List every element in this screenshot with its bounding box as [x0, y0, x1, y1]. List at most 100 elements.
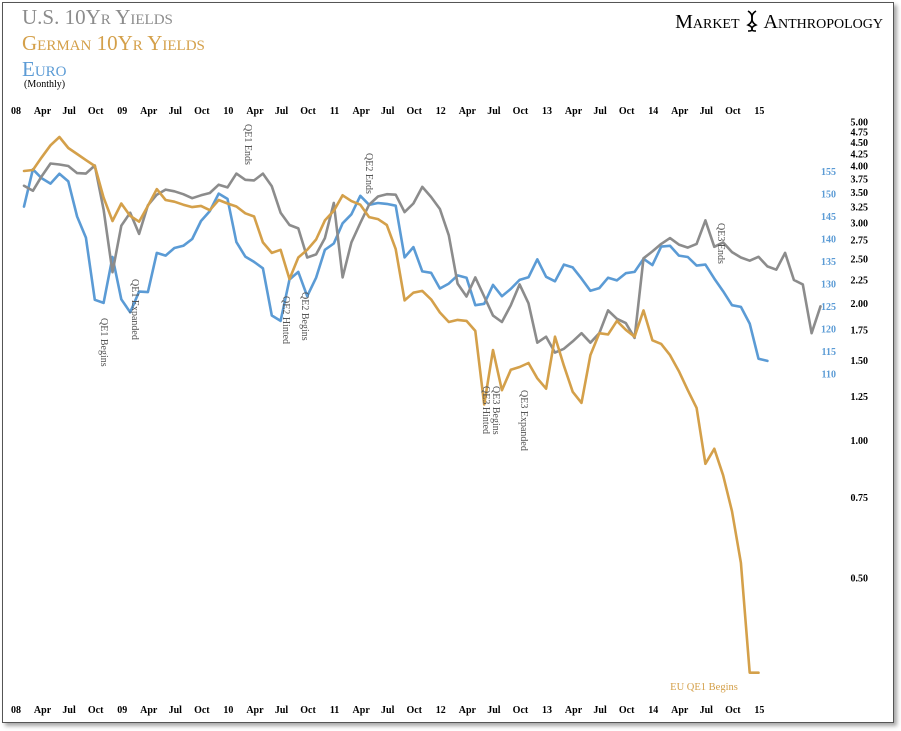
x-tick-label-top: 11: [330, 106, 339, 117]
y-tick-label-yield: 1.75: [851, 325, 869, 336]
annotation-label: QE2 Ends: [363, 153, 374, 194]
annotation-label: QE3 Expanded: [518, 390, 529, 451]
annotation-label: QE3 Begins: [490, 386, 501, 435]
x-tick-label-bottom: Oct: [619, 705, 635, 716]
x-tick-label-top: Jul: [381, 106, 395, 117]
brand-right: Anthropology: [763, 11, 883, 33]
series-line-u-s-10yr-yields: [22, 162, 822, 354]
title-us-yields: U.S. 10Yr Yields: [22, 5, 173, 29]
x-tick-label-bottom: 15: [754, 705, 764, 716]
x-tick-label-bottom: Oct: [194, 705, 210, 716]
annotation-label: QE2 Hinted: [280, 296, 291, 344]
x-tick-label-top: Oct: [300, 106, 316, 117]
y-tick-label-euro: 115: [822, 347, 836, 358]
x-tick-label-top: Apr: [34, 106, 52, 117]
title-euro: Euro: [22, 57, 67, 81]
x-tick-label-top: 14: [648, 106, 658, 117]
x-tick-label-bottom: Apr: [34, 705, 52, 716]
x-tick-label-bottom: Apr: [140, 705, 158, 716]
y-tick-label-euro: 155: [821, 167, 836, 178]
x-tick-label-bottom: Oct: [513, 705, 529, 716]
x-tick-label-top: 10: [223, 106, 233, 117]
y-tick-label-euro: 145: [821, 212, 836, 223]
x-tick-label-top: Oct: [619, 106, 635, 117]
y-tick-label-yield: 1.50: [851, 356, 869, 367]
annotation-label: QE3 Ends: [715, 223, 726, 264]
x-tick-label-top: Apr: [459, 106, 477, 117]
y-tick-label-yield: 3.00: [851, 218, 869, 229]
y-tick-label-yield: 4.75: [851, 127, 869, 138]
x-tick-label-bottom: Apr: [459, 705, 477, 716]
y-tick-label-yield: 3.50: [851, 188, 869, 199]
y-tick-label-yield: 1.25: [851, 392, 869, 403]
x-tick-label-bottom: 14: [648, 705, 658, 716]
y-tick-label-yield: 4.50: [851, 138, 869, 149]
x-tick-label-top: Oct: [194, 106, 210, 117]
x-tick-label-top: Apr: [246, 106, 264, 117]
x-tick-label-top: 08: [11, 106, 21, 117]
title-german-yields: German 10Yr Yields: [22, 31, 205, 55]
x-tick-label-bottom: Oct: [725, 705, 741, 716]
x-tick-label-top: Apr: [565, 106, 583, 117]
brand-logo: Market Anthropology: [675, 10, 883, 34]
x-tick-label-top: Jul: [487, 106, 501, 117]
x-tick-label-bottom: Oct: [300, 705, 316, 716]
subtitle-monthly: (Monthly): [24, 79, 66, 90]
y-tick-label-yield: 2.75: [851, 236, 869, 247]
annotation-label: QE1 Expanded: [129, 279, 140, 340]
x-tick-label-top: Jul: [593, 106, 607, 117]
dna-icon: [745, 10, 758, 34]
annotation-label: QE1 Ends: [242, 124, 253, 165]
x-tick-label-bottom: Jul: [381, 705, 395, 716]
series-line-german-10yr-yields: [22, 135, 760, 675]
x-tick-label-bottom: Oct: [88, 705, 104, 716]
x-tick-label-top: Oct: [88, 106, 104, 117]
x-tick-label-top: 13: [542, 106, 552, 117]
x-tick-label-bottom: Apr: [246, 705, 264, 716]
y-tick-label-yield: 3.75: [851, 174, 869, 185]
x-tick-label-bottom: 11: [330, 705, 339, 716]
x-tick-label-top: Jul: [700, 106, 714, 117]
annotation-label-eu-qe1: EU QE1 Begins: [670, 682, 738, 693]
annotation-label: QE1 Begins: [98, 318, 109, 367]
x-tick-label-bottom: Apr: [353, 705, 371, 716]
y-tick-label-euro: 120: [821, 325, 836, 336]
x-tick-label-top: 09: [117, 106, 127, 117]
y-tick-label-yield: 1.00: [851, 436, 869, 447]
x-tick-label-bottom: 09: [117, 705, 127, 716]
x-tick-label-bottom: 12: [436, 705, 446, 716]
x-tick-label-bottom: Apr: [671, 705, 689, 716]
brand-left: Market: [675, 11, 740, 33]
x-tick-label-bottom: Jul: [275, 705, 289, 716]
x-tick-label-top: Oct: [725, 106, 741, 117]
x-tick-label-top: 15: [754, 106, 764, 117]
x-tick-label-bottom: Jul: [593, 705, 607, 716]
y-tick-label-yield: 5.00: [851, 117, 869, 128]
y-tick-label-euro: 125: [821, 302, 836, 313]
x-tick-label-bottom: Oct: [406, 705, 422, 716]
y-tick-label-yield: 2.25: [851, 275, 869, 286]
y-tick-label-euro: 110: [822, 370, 836, 381]
y-tick-label-euro: 150: [821, 190, 836, 201]
y-tick-label-yield: 0.75: [851, 493, 869, 504]
x-tick-label-bottom: Jul: [700, 705, 714, 716]
y-tick-label-yield: 2.00: [851, 299, 869, 310]
x-tick-label-top: 12: [436, 106, 446, 117]
x-tick-label-bottom: 10: [223, 705, 233, 716]
x-tick-label-bottom: Jul: [487, 705, 501, 716]
y-tick-label-yield: 3.25: [851, 203, 869, 214]
y-tick-label-yield: 0.50: [851, 574, 869, 585]
y-tick-label-euro: 130: [821, 280, 836, 291]
x-tick-label-bottom: Apr: [565, 705, 583, 716]
x-tick-label-top: Apr: [353, 106, 371, 117]
x-tick-label-top: Apr: [140, 106, 158, 117]
x-tick-label-top: Oct: [513, 106, 529, 117]
y-tick-label-euro: 140: [821, 235, 836, 246]
x-tick-label-top: Oct: [406, 106, 422, 117]
annotation-label: QE2 Begins: [299, 292, 310, 341]
y-tick-label-yield: 4.25: [851, 149, 869, 160]
x-tick-label-top: Jul: [275, 106, 289, 117]
x-tick-label-top: Apr: [671, 106, 689, 117]
y-tick-label-yield: 2.50: [851, 255, 869, 266]
